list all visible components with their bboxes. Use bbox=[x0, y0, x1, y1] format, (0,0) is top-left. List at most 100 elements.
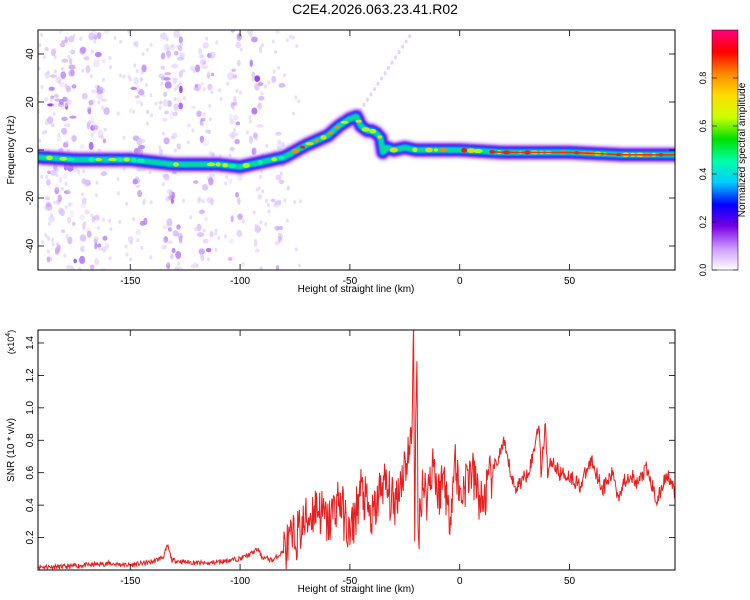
noise-speck bbox=[267, 80, 271, 85]
ridge-hotspot bbox=[66, 157, 75, 161]
noise-speck bbox=[237, 34, 243, 39]
ridge-hotspot bbox=[334, 125, 341, 129]
noise-speck bbox=[84, 181, 88, 186]
noise-speck bbox=[176, 44, 180, 49]
noise-speck bbox=[67, 35, 75, 43]
noise-speck bbox=[38, 138, 42, 143]
noise-speck bbox=[167, 54, 171, 59]
noise-speck bbox=[278, 83, 286, 88]
noise-speck bbox=[267, 209, 271, 214]
noise-speck bbox=[235, 121, 241, 126]
noise-speck bbox=[273, 202, 277, 207]
noise-speck bbox=[210, 72, 215, 77]
spectrogram-panel: -150 -100 -50 0 50 -40 -20 0 20 40 Height of str… bbox=[6, 29, 676, 295]
noise-speck bbox=[191, 128, 195, 133]
noise-speck bbox=[46, 249, 50, 254]
ridge-hotspot bbox=[173, 162, 179, 167]
noise-speck bbox=[179, 85, 183, 94]
noise-speck bbox=[196, 110, 202, 117]
ridge-hotspot bbox=[473, 148, 483, 154]
noise-speck bbox=[226, 81, 230, 86]
noise-speck bbox=[265, 143, 269, 148]
noise-speck bbox=[274, 225, 279, 231]
noise-speck bbox=[100, 171, 107, 177]
figure-title: C2E4.2026.063.23.41.R02 bbox=[292, 1, 458, 17]
noise-speck bbox=[44, 205, 48, 210]
noise-speck bbox=[177, 266, 183, 270]
noise-speck bbox=[103, 30, 110, 34]
noise-speck bbox=[233, 101, 238, 106]
noise-speck bbox=[285, 218, 289, 223]
noise-speck bbox=[141, 64, 147, 73]
noise-speck bbox=[274, 49, 278, 54]
noise-speck bbox=[254, 248, 260, 253]
noise-speck bbox=[164, 72, 172, 76]
noise-speck bbox=[158, 100, 162, 105]
noise-speck bbox=[92, 59, 100, 68]
noise-speck bbox=[279, 171, 283, 176]
noise-speck bbox=[137, 144, 146, 150]
noise-speck bbox=[105, 243, 110, 250]
noise-speck bbox=[199, 58, 207, 66]
noise-speck bbox=[79, 246, 83, 251]
noise-speck bbox=[191, 105, 196, 110]
noise-speck bbox=[176, 143, 181, 150]
noise-speck bbox=[232, 132, 239, 137]
noise-speck bbox=[160, 65, 166, 71]
noise-speck bbox=[254, 223, 258, 228]
noise-speck bbox=[256, 124, 264, 128]
y-tick-label: -20 bbox=[25, 190, 36, 205]
noise-speck bbox=[167, 227, 172, 232]
noise-speck bbox=[182, 96, 186, 101]
ridge-hotspot bbox=[438, 147, 448, 153]
noise-speck bbox=[97, 246, 103, 251]
noise-speck bbox=[50, 213, 54, 218]
noise-speck bbox=[176, 84, 180, 89]
noise-speck bbox=[295, 43, 299, 48]
noise-speck bbox=[235, 88, 239, 93]
noise-speck bbox=[141, 52, 145, 57]
noise-speck bbox=[55, 173, 59, 178]
noise-speck bbox=[275, 30, 280, 34]
colorbar-tick-label: 0.8 bbox=[698, 72, 708, 85]
noise-speck bbox=[280, 142, 285, 148]
noise-speck bbox=[60, 104, 66, 110]
noise-speck bbox=[47, 221, 51, 226]
noise-speck bbox=[127, 236, 134, 243]
noise-speck bbox=[103, 107, 110, 115]
noise-speck bbox=[60, 186, 64, 191]
noise-speck bbox=[178, 102, 184, 110]
noise-speck bbox=[59, 82, 67, 88]
noise-speck bbox=[79, 36, 83, 41]
noise-speck bbox=[79, 214, 85, 221]
spectrogram-y-axis-label: Frequency (Hz) bbox=[6, 116, 17, 185]
noise-speck bbox=[164, 110, 170, 115]
noise-speck bbox=[83, 221, 87, 226]
noise-speck bbox=[177, 56, 184, 61]
noise-speck bbox=[65, 140, 69, 145]
noise-speck bbox=[158, 73, 165, 78]
noise-speck bbox=[257, 81, 264, 87]
noise-speck bbox=[52, 111, 56, 116]
noise-speck bbox=[45, 174, 49, 179]
noise-speck bbox=[93, 34, 98, 40]
noise-speck bbox=[291, 111, 295, 116]
noise-speck bbox=[201, 54, 205, 59]
noise-speck bbox=[59, 209, 66, 217]
noise-speck bbox=[278, 236, 282, 243]
noise-speck bbox=[173, 87, 177, 92]
noise-speck bbox=[40, 174, 44, 179]
ridge-hotspot bbox=[340, 120, 349, 124]
noise-speck bbox=[173, 103, 179, 111]
noise-speck bbox=[165, 37, 169, 42]
noise-speck bbox=[61, 127, 68, 135]
noise-speck bbox=[179, 69, 186, 73]
noise-speck bbox=[275, 264, 280, 270]
noise-speck bbox=[202, 87, 206, 92]
noise-speck bbox=[239, 47, 243, 52]
noise-speck bbox=[100, 98, 108, 102]
noise-speck bbox=[178, 235, 183, 244]
noise-speck bbox=[210, 90, 214, 95]
noise-speck bbox=[171, 63, 179, 69]
noise-speck bbox=[231, 68, 236, 72]
